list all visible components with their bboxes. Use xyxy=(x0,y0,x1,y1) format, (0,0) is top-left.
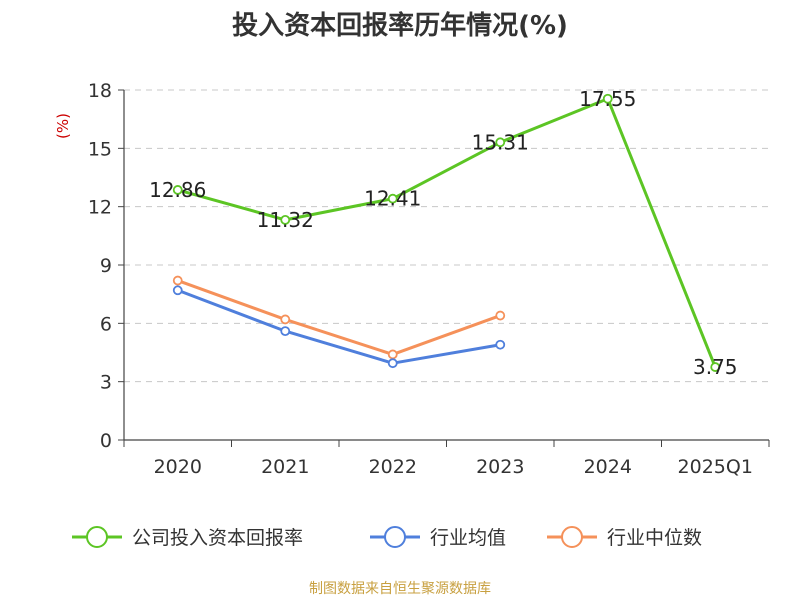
grid-layer xyxy=(124,89,769,383)
y-axis-unit: (%) xyxy=(54,113,72,139)
data-label-layer: 12.86 11.32 12.41 15.31 17.55 3.75 xyxy=(149,87,737,379)
y-tick-label: 9 xyxy=(100,255,112,277)
axis-layer: 0 3 6 9 12 15 18 2020 2021 2022 2023 2024 2025Q1 xyxy=(88,80,770,478)
x-tick-label: 2025Q1 xyxy=(678,456,753,478)
data-point xyxy=(280,314,291,325)
y-tick-label: 15 xyxy=(88,138,112,160)
y-tick-label: 6 xyxy=(100,313,112,335)
x-tick-label: 2021 xyxy=(261,456,309,478)
data-point xyxy=(387,358,398,369)
data-point xyxy=(710,362,721,372)
legend-marker xyxy=(86,526,108,548)
series-layer xyxy=(172,93,721,372)
data-point xyxy=(495,137,506,148)
legend-label: 公司投入资本回报率 xyxy=(132,527,303,549)
data-point xyxy=(495,310,506,321)
data-label: 12.86 xyxy=(149,178,206,202)
legend-marker xyxy=(561,526,583,548)
y-tick-label: 12 xyxy=(88,197,112,219)
y-tick-label: 3 xyxy=(100,372,112,394)
data-point xyxy=(172,275,183,286)
source-note: 制图数据来自恒生聚源数据库 xyxy=(309,581,491,597)
data-label: 15.31 xyxy=(472,130,529,154)
data-point xyxy=(387,349,398,360)
x-tick-label: 2022 xyxy=(369,456,417,478)
legend-label: 行业均值 xyxy=(430,527,506,549)
series-line-2 xyxy=(177,279,501,356)
data-label: 12.41 xyxy=(364,187,421,211)
data-point xyxy=(387,193,398,204)
data-point xyxy=(495,339,506,350)
x-tick-label: 2024 xyxy=(584,456,632,478)
legend-marker xyxy=(384,526,406,548)
y-tick-label: 18 xyxy=(88,80,112,102)
chart-title: 投入资本回报率历年情况(%) xyxy=(232,10,568,41)
data-label: 3.75 xyxy=(693,355,738,379)
data-point xyxy=(172,185,183,195)
series-line-0 xyxy=(177,97,717,368)
x-tick-label: 2023 xyxy=(476,456,524,478)
data-label: 17.55 xyxy=(579,87,636,111)
y-tick-label: 0 xyxy=(100,430,112,452)
legend: 公司投入资本回报率 行业均值 行业中位数 xyxy=(72,526,702,549)
x-tick-label: 2020 xyxy=(154,456,202,478)
data-point xyxy=(280,326,291,337)
data-point xyxy=(172,285,183,296)
series-line-1 xyxy=(177,288,501,365)
data-point xyxy=(602,93,613,104)
data-point xyxy=(280,214,291,225)
legend-label: 行业中位数 xyxy=(607,527,702,549)
data-label: 11.32 xyxy=(257,208,314,232)
